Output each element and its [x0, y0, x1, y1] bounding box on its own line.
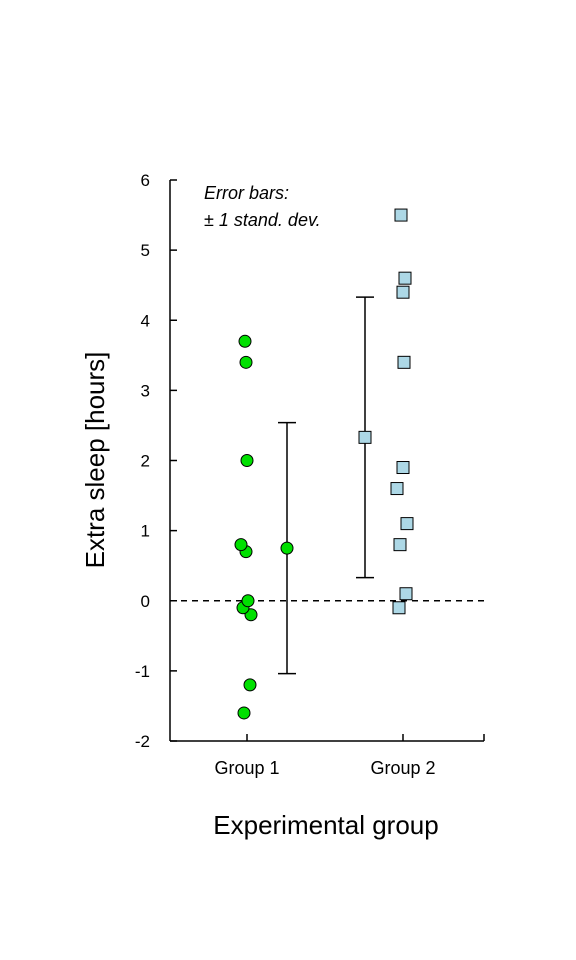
error-bars — [278, 296, 374, 675]
annotation-line-1: Error bars: — [204, 183, 289, 203]
data-point — [398, 271, 412, 285]
data-point — [243, 678, 257, 692]
data-points — [234, 208, 414, 720]
y-axis-title: Extra sleep [hours] — [80, 352, 110, 569]
y-tick-label: 5 — [141, 241, 150, 260]
axes — [169, 180, 484, 742]
data-point — [234, 538, 248, 552]
mean-marker — [280, 541, 294, 555]
error-bar — [356, 296, 374, 579]
y-tick-label: 2 — [141, 452, 150, 471]
data-point — [394, 208, 408, 222]
data-point — [240, 454, 254, 467]
y-tick-label: 1 — [141, 522, 150, 541]
data-point — [241, 594, 255, 608]
data-point — [400, 517, 414, 531]
y-tick-label: 4 — [141, 311, 150, 330]
x-axis-title: Experimental group — [213, 810, 438, 840]
data-point — [397, 355, 411, 369]
x-tick-label: Group 1 — [214, 758, 279, 778]
data-point — [396, 461, 410, 475]
y-ticks: -2 -1 0 1 2 3 4 5 6 — [135, 171, 177, 751]
data-point — [390, 482, 404, 496]
annotation-line-2: ± 1 stand. dev. — [204, 210, 321, 230]
data-point — [239, 355, 253, 369]
y-tick-label: 0 — [141, 592, 150, 611]
mean-marker — [358, 430, 372, 444]
data-point — [396, 285, 410, 299]
data-point — [399, 587, 413, 601]
error-bar — [278, 421, 296, 675]
data-point — [237, 706, 251, 720]
data-point — [238, 334, 252, 348]
x-tick-label: Group 2 — [370, 758, 435, 778]
y-tick-label: -1 — [135, 662, 150, 681]
x-ticks: Group 1 Group 2 — [214, 734, 485, 778]
y-tick-label: -2 — [135, 732, 150, 751]
data-point — [392, 601, 406, 615]
y-tick-label: 6 — [141, 171, 150, 190]
y-tick-label: 3 — [141, 381, 150, 400]
data-point — [393, 538, 407, 552]
